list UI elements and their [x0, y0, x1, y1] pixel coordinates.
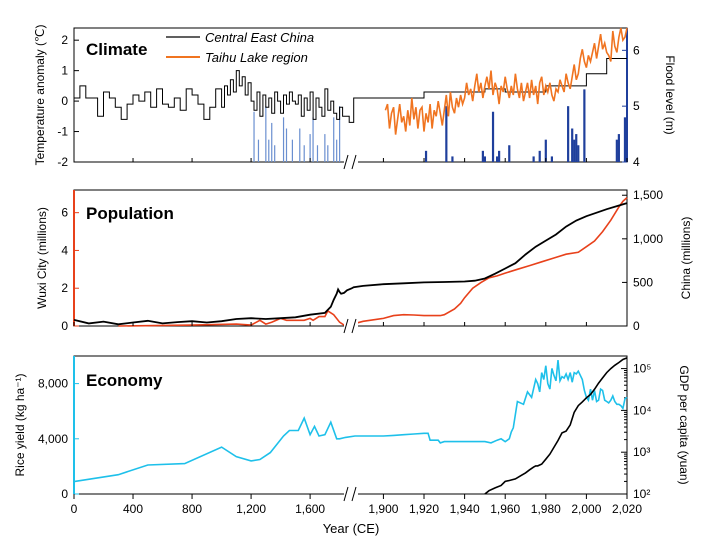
xtick-label: 1,980 [531, 502, 561, 516]
ylabel-china: China (millions) [679, 217, 693, 300]
ytick-label-climate: 2 [61, 33, 68, 47]
xtick-label: 1,960 [490, 502, 520, 516]
ylabel-wuxi-city: Wuxi City (millions) [35, 207, 49, 309]
axis-break-mark [343, 486, 349, 502]
series-line-gdp-per-capita [484, 357, 628, 495]
chart-marks: 2 1 0 -1 -2 6 5 4 6 4 2 0 1,500 1,000 500 0 8,000 4,000 0 1… [38, 27, 663, 516]
ytick-label-china: 500 [633, 275, 653, 289]
xlabel-year: Year (CE) [323, 521, 380, 536]
panel-label-economy: Economy [86, 371, 163, 390]
axis-break-mark [351, 318, 357, 334]
panel-label-climate: Climate [86, 40, 147, 59]
series-line-china [73, 202, 628, 326]
ylabel-gdp-per-capita: GDP per capita (yuan) [677, 365, 691, 484]
ytick-label-climate: -1 [57, 125, 68, 139]
series-line-central-east-china [74, 58, 627, 123]
axis-break-mark [343, 154, 349, 170]
ylabel-rice-yield: Rice yield (kg ha⁻¹) [13, 373, 27, 476]
ytick-label-gdp: 10³ [633, 445, 650, 459]
ytick-label-china: 1,000 [633, 232, 663, 246]
ytick-label-flood: 6 [633, 43, 640, 57]
axis-break-mark [343, 318, 349, 334]
axis-break-mark [351, 154, 357, 170]
axis-break-mark [351, 486, 357, 502]
xtick-label: 1,900 [368, 502, 398, 516]
xtick-label: 1,200 [236, 502, 266, 516]
ylabel-flood-level: Flood level (m) [663, 55, 677, 134]
xtick-label: 800 [182, 502, 202, 516]
legend-label-central-east-china: Central East China [205, 30, 314, 45]
series-line-wuxi-city [118, 197, 628, 327]
ytick-label-wuxi: 2 [61, 281, 68, 295]
xtick-label: 2,020 [612, 502, 642, 516]
xtick-label: 400 [123, 502, 143, 516]
ytick-label-flood: 5 [633, 99, 640, 113]
ytick-label-wuxi: 4 [61, 243, 68, 257]
ytick-label-wuxi: 0 [61, 319, 68, 333]
ytick-label-gdp: 10² [633, 487, 650, 501]
ytick-label-gdp: 10⁵ [633, 362, 651, 376]
ytick-label-china: 0 [633, 319, 640, 333]
ylabel-temperature: Temperature anomaly (℃) [33, 25, 47, 166]
xtick-label: 1,940 [450, 502, 480, 516]
xtick-label: 0 [71, 502, 78, 516]
xtick-label: 1,920 [409, 502, 439, 516]
panel-label-population: Population [86, 204, 174, 223]
ytick-label-climate: 1 [61, 64, 68, 78]
series-line-rice-yield [73, 360, 628, 483]
xtick-label: 2,000 [571, 502, 601, 516]
ytick-label-climate: 0 [61, 94, 68, 108]
ytick-label-wuxi: 6 [61, 206, 68, 220]
series-line-taihu-lake-region [384, 27, 628, 135]
ytick-label-rice: 8,000 [38, 377, 68, 391]
ytick-label-flood: 4 [633, 155, 640, 169]
ytick-label-rice: 0 [61, 487, 68, 501]
ytick-label-gdp: 10⁴ [633, 403, 652, 417]
legend-label-taihu-lake-region: Taihu Lake region [205, 50, 308, 65]
ytick-label-china: 1,500 [633, 188, 663, 202]
ytick-label-rice: 4,000 [38, 432, 68, 446]
xtick-label: 1,600 [295, 502, 325, 516]
ytick-label-climate: -2 [57, 155, 68, 169]
